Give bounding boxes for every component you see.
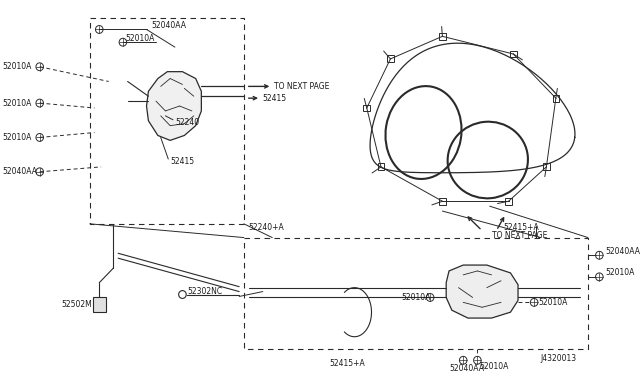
Text: 52040AA: 52040AA: [2, 167, 37, 176]
Text: 52415: 52415: [263, 94, 287, 103]
Text: TO NEXT PAGE: TO NEXT PAGE: [274, 82, 330, 91]
Bar: [510, 51, 516, 57]
Bar: [543, 163, 550, 170]
Text: 52415+A: 52415+A: [329, 359, 365, 368]
Text: 52502M: 52502M: [61, 300, 92, 309]
Text: 52010A: 52010A: [2, 99, 31, 108]
Text: J4320013: J4320013: [541, 354, 577, 363]
Polygon shape: [93, 298, 106, 312]
Text: 52415+A: 52415+A: [503, 223, 539, 232]
Text: 52010A: 52010A: [402, 293, 431, 302]
Bar: [387, 55, 394, 62]
Text: 52240+A: 52240+A: [248, 223, 284, 232]
Bar: [364, 105, 370, 112]
Text: TO NEXT PAGE: TO NEXT PAGE: [492, 231, 547, 240]
Bar: [378, 163, 384, 170]
Bar: [505, 198, 512, 205]
Text: 52010A: 52010A: [479, 362, 509, 371]
Text: 52040AA: 52040AA: [449, 364, 484, 372]
Text: 52010A: 52010A: [125, 34, 155, 43]
Text: 52010A: 52010A: [2, 62, 31, 71]
Text: 52302NC: 52302NC: [187, 287, 222, 296]
Text: 52415: 52415: [170, 157, 195, 167]
Polygon shape: [147, 72, 202, 140]
Text: 52240: 52240: [175, 118, 199, 127]
Text: 52040AA: 52040AA: [605, 247, 640, 256]
Text: 52010A: 52010A: [2, 133, 31, 142]
Polygon shape: [446, 265, 518, 318]
Text: 52010A: 52010A: [539, 298, 568, 307]
Text: 52040AA: 52040AA: [151, 21, 186, 30]
Text: 52010A: 52010A: [605, 269, 634, 278]
Bar: [439, 33, 445, 40]
Bar: [552, 95, 559, 102]
Bar: [439, 198, 445, 205]
